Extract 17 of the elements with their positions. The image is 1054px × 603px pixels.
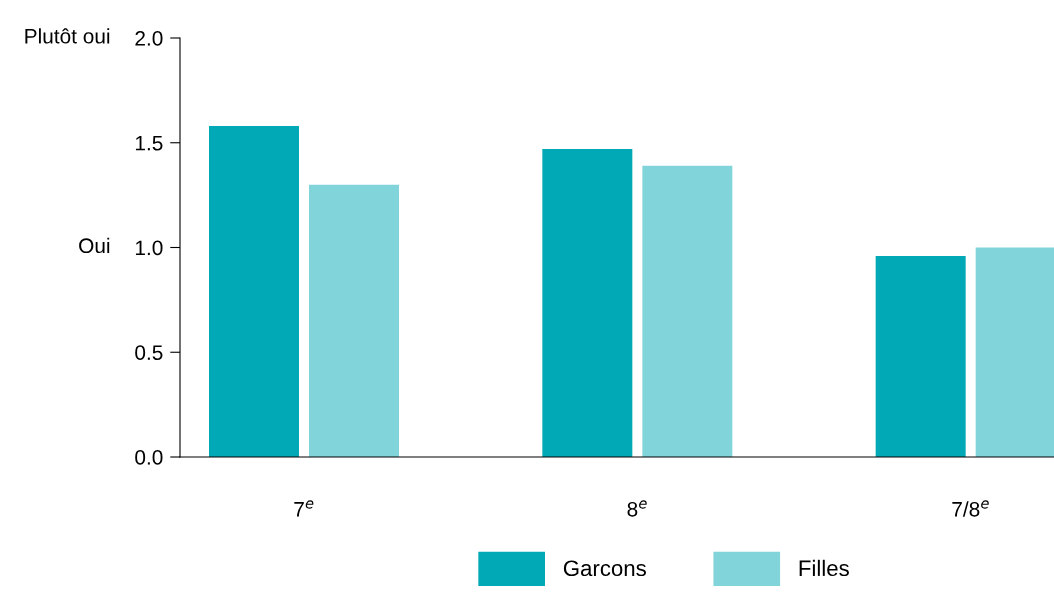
y-tick-label: 1.0	[135, 240, 163, 256]
text: Oui	[79, 237, 110, 254]
text: Plutôt oui	[25, 28, 110, 44]
y-tick-label: 1.5	[135, 135, 163, 151]
y-tick-label: 2.0	[135, 31, 163, 46]
bar	[209, 125, 299, 457]
y-tick-label: 0.0	[135, 450, 163, 465]
bar	[309, 184, 399, 457]
x-tick-label: 7$^{e}$	[294, 500, 314, 517]
x-tick-label: 7/8$^{e}$	[952, 500, 989, 517]
legend-label: Garcons	[563, 560, 646, 577]
x-tick-label: 8$^{e}$	[627, 500, 647, 517]
bar	[542, 149, 633, 457]
bar	[642, 165, 733, 457]
bar	[875, 255, 966, 457]
legend-label: Filles	[799, 559, 849, 577]
y-tick-label: 0.5	[135, 345, 163, 360]
